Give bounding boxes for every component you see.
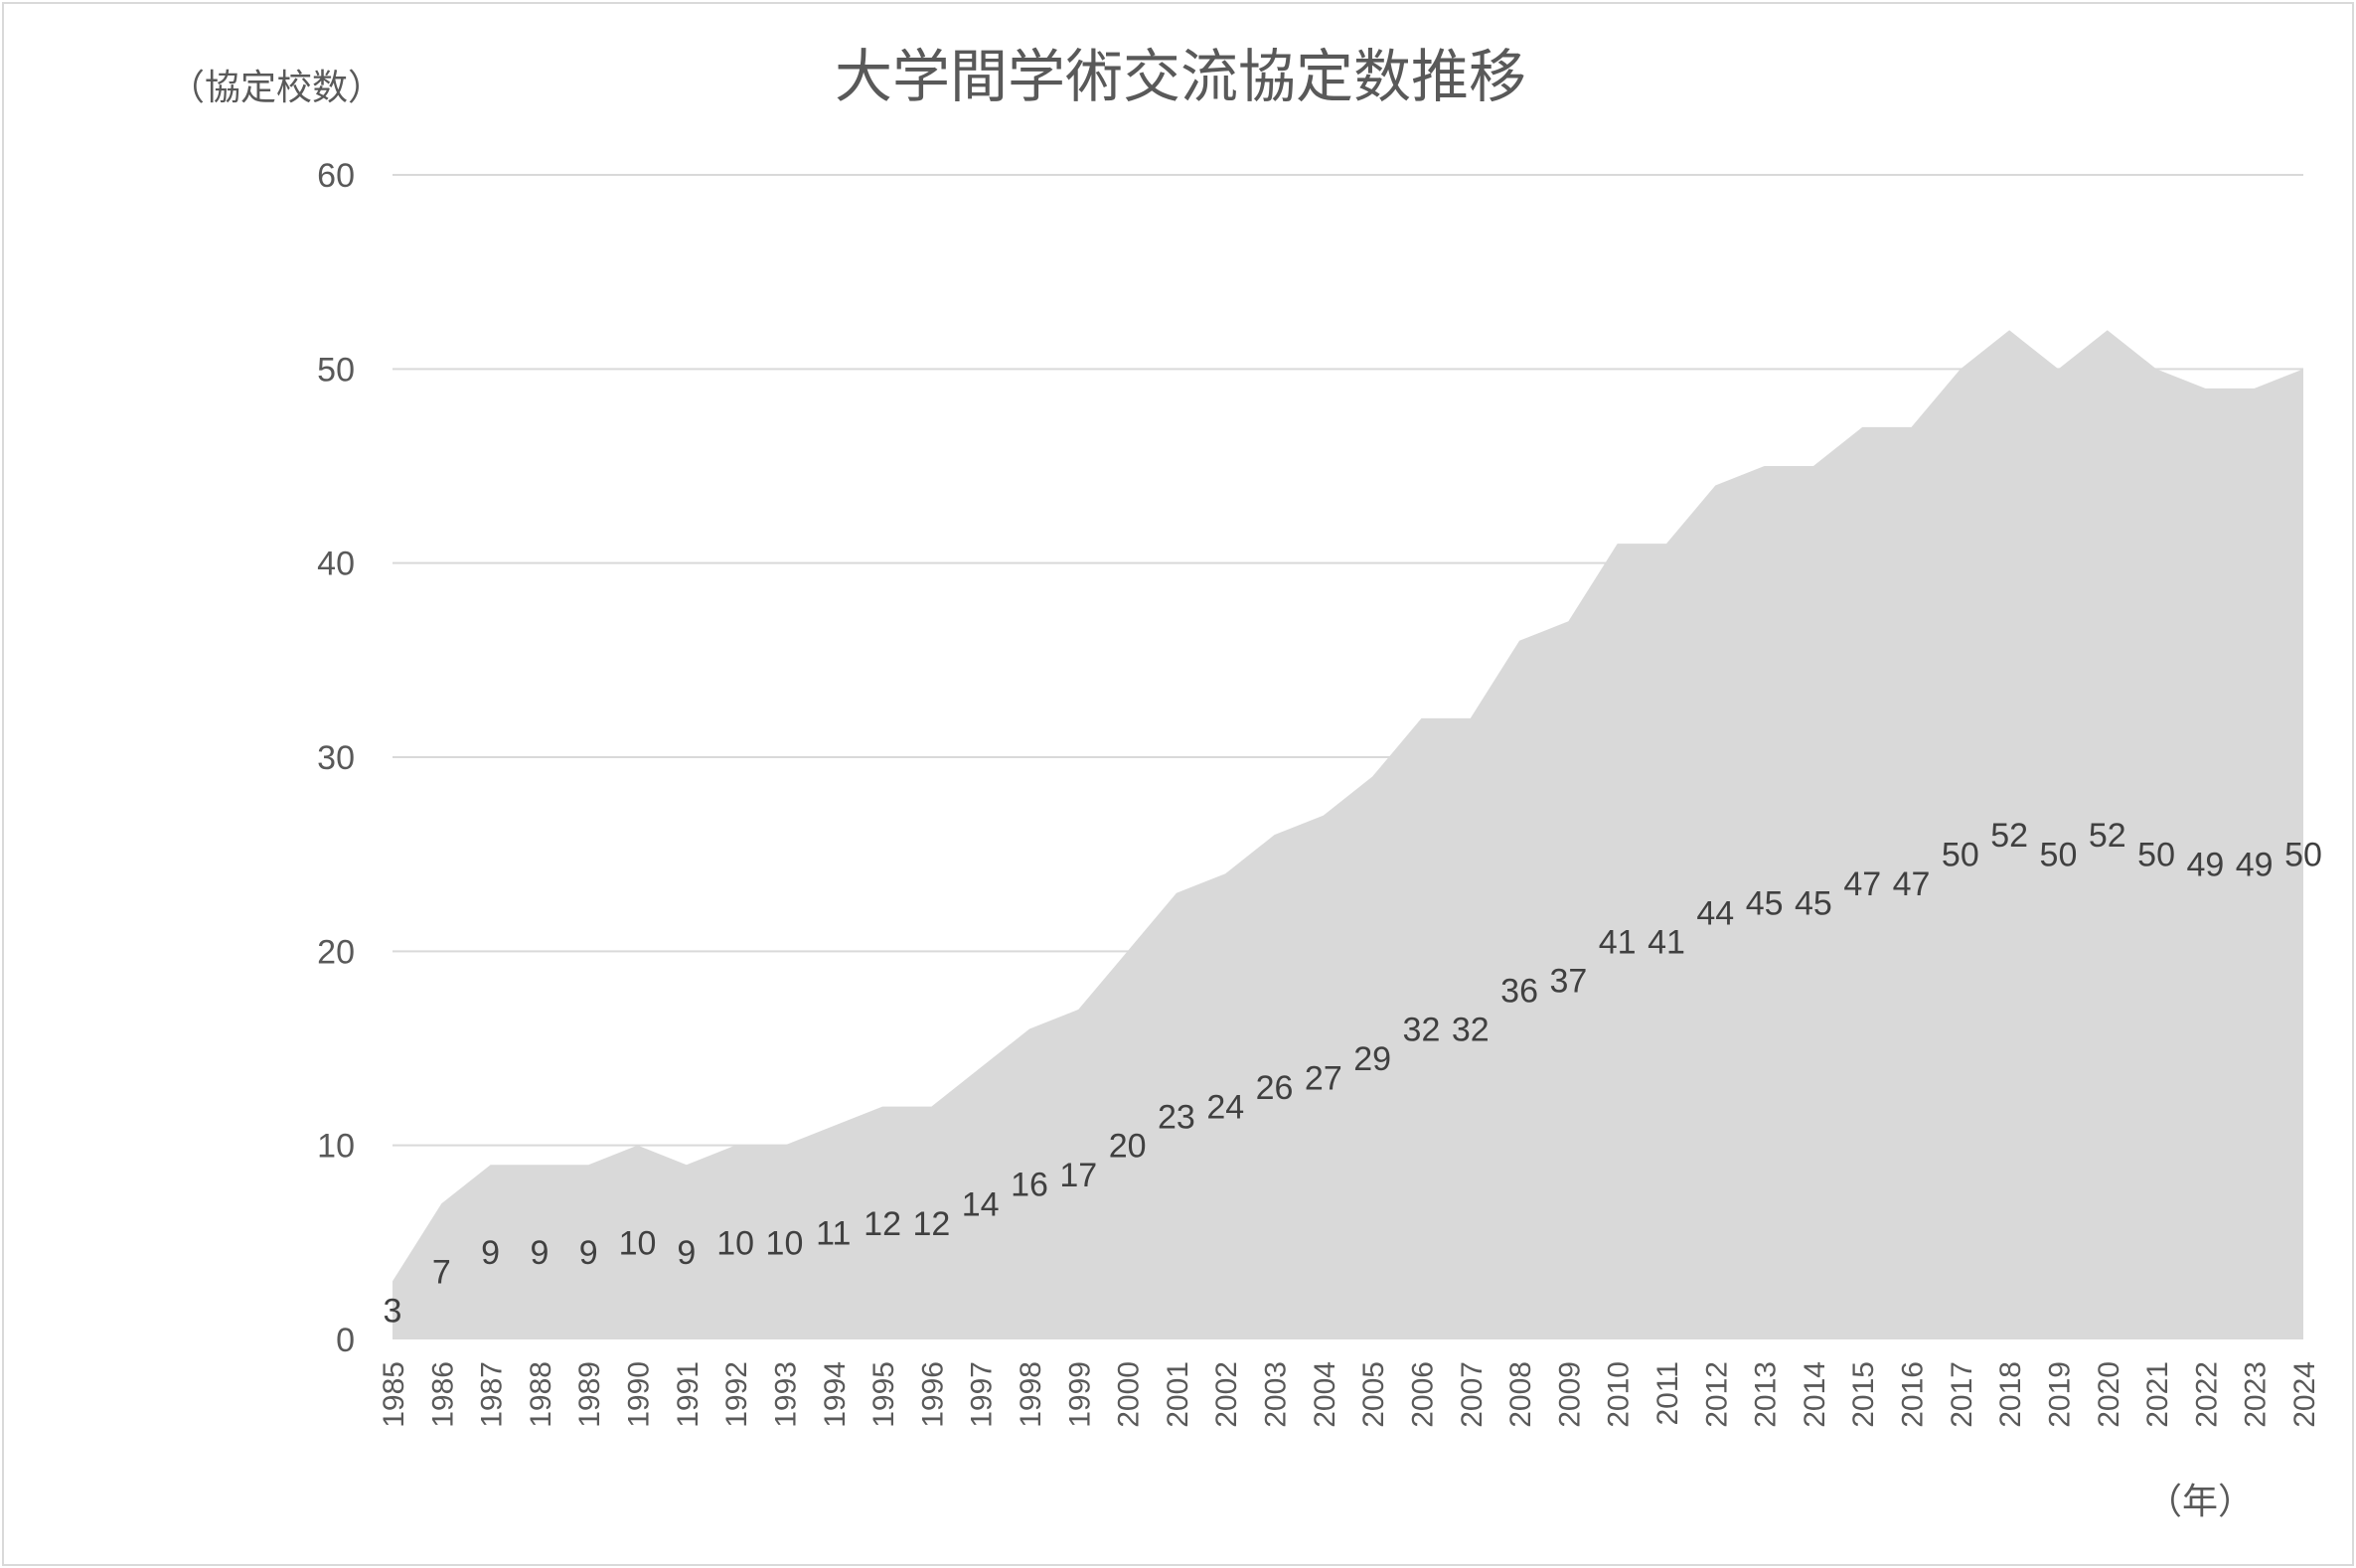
x-tick-label: 1997	[966, 1361, 999, 1428]
data-label: 50	[2137, 837, 2175, 874]
data-label: 17	[1059, 1157, 1097, 1194]
x-tick-label: 1998	[1015, 1361, 1047, 1428]
data-label: 41	[1648, 924, 1685, 962]
x-tick-label: 2019	[2043, 1361, 2076, 1428]
x-tick-label: 2016	[1897, 1361, 1930, 1428]
x-tick-label: 1992	[720, 1361, 753, 1428]
data-label: 50	[2040, 837, 2078, 874]
x-tick-label: 2006	[1406, 1361, 1439, 1428]
data-label: 29	[1353, 1040, 1391, 1078]
data-label: 45	[1746, 885, 1784, 923]
data-label: 3	[384, 1293, 402, 1331]
x-tick-label: 2004	[1309, 1361, 1341, 1428]
data-label: 23	[1158, 1098, 1195, 1136]
x-tick-label: 2014	[1799, 1361, 1831, 1428]
x-axis-ticks: 1985 1986 1987 1988 1989 1990 1991 1992 1993 1994…	[378, 1361, 2321, 1428]
area-fill	[393, 330, 2303, 1339]
x-tick-label: 2017	[1946, 1361, 1978, 1428]
x-tick-label: 2010	[1603, 1361, 1636, 1428]
x-tick-label: 2001	[1162, 1361, 1194, 1428]
data-label: 52	[1990, 817, 2028, 855]
data-label: 9	[677, 1234, 696, 1272]
data-label: 10	[766, 1224, 804, 1262]
data-label: 14	[962, 1185, 1000, 1223]
data-label: 45	[1795, 885, 1832, 923]
x-tick-label: 1993	[769, 1361, 802, 1428]
x-tick-label: 1996	[916, 1361, 949, 1428]
x-tick-label: 1989	[573, 1361, 606, 1428]
data-label: 47	[1893, 865, 1931, 903]
x-tick-label: 1991	[672, 1361, 705, 1428]
data-label: 52	[2089, 817, 2126, 855]
data-label: 9	[481, 1234, 500, 1272]
data-label: 10	[619, 1224, 657, 1262]
data-label: 7	[432, 1254, 451, 1292]
x-tick-label: 2024	[2288, 1361, 2321, 1428]
x-tick-label: 2002	[1210, 1361, 1243, 1428]
x-tick-label: 2007	[1456, 1361, 1489, 1428]
x-tick-label: 2020	[2093, 1361, 2125, 1428]
y-tick-label: 20	[317, 933, 355, 971]
y-tick-label: 10	[317, 1128, 355, 1166]
data-label: 44	[1696, 894, 1734, 932]
x-tick-label: 2018	[1994, 1361, 2027, 1428]
x-tick-label: 2021	[2141, 1361, 2174, 1428]
x-tick-label: 1986	[426, 1361, 459, 1428]
x-tick-label: 1995	[867, 1361, 900, 1428]
x-tick-label: 1999	[1063, 1361, 1096, 1428]
x-tick-label: 2009	[1553, 1361, 1586, 1428]
y-axis-label: （協定校数）	[169, 68, 384, 108]
data-label: 37	[1549, 963, 1587, 1001]
x-tick-label: 2008	[1504, 1361, 1537, 1428]
x-tick-label: 1988	[525, 1361, 557, 1428]
data-label: 49	[2186, 846, 2224, 883]
data-label: 36	[1500, 972, 1538, 1010]
x-tick-label: 2023	[2240, 1361, 2273, 1428]
data-label: 49	[2236, 846, 2274, 883]
y-tick-label: 50	[317, 351, 355, 389]
x-tick-label: 2000	[1113, 1361, 1146, 1428]
y-tick-label: 40	[317, 546, 355, 583]
x-tick-label: 2005	[1357, 1361, 1390, 1428]
x-tick-label: 1994	[819, 1361, 852, 1428]
data-label: 12	[912, 1205, 950, 1243]
y-tick-label: 60	[317, 157, 355, 195]
x-tick-label: 2022	[2190, 1361, 2223, 1428]
x-tick-label: 1985	[378, 1361, 410, 1428]
x-tick-label: 1990	[623, 1361, 656, 1428]
data-label: 32	[1452, 1011, 1490, 1048]
x-axis-label: （年）	[2146, 1482, 2254, 1522]
x-tick-label: 2012	[1700, 1361, 1733, 1428]
chart-title: 大学間学術交流協定数推移	[835, 43, 1526, 110]
data-label: 24	[1206, 1089, 1244, 1127]
data-label: 11	[816, 1215, 851, 1253]
y-tick-label: 30	[317, 739, 355, 777]
y-tick-label: 0	[336, 1322, 355, 1359]
data-label: 47	[1843, 865, 1881, 903]
data-label: 50	[2284, 837, 2322, 874]
x-tick-label: 2011	[1651, 1361, 1684, 1426]
data-label: 50	[1942, 837, 1979, 874]
data-label: 16	[1011, 1167, 1048, 1204]
data-label: 27	[1305, 1059, 1342, 1097]
data-label: 10	[716, 1224, 754, 1262]
data-label: 9	[530, 1234, 549, 1272]
data-label: 9	[579, 1234, 598, 1272]
y-axis-ticks: 0 10 20 30 40 50 60	[317, 157, 355, 1359]
x-tick-label: 2003	[1260, 1361, 1293, 1428]
data-label: 20	[1109, 1128, 1147, 1166]
x-tick-label: 2015	[1847, 1361, 1880, 1428]
data-label: 26	[1256, 1069, 1294, 1107]
data-label: 41	[1599, 924, 1637, 962]
data-label: 12	[864, 1205, 901, 1243]
x-tick-label: 2013	[1750, 1361, 1783, 1428]
area-series	[393, 330, 2303, 1339]
data-label: 32	[1403, 1011, 1441, 1048]
x-tick-label: 1987	[476, 1361, 509, 1428]
